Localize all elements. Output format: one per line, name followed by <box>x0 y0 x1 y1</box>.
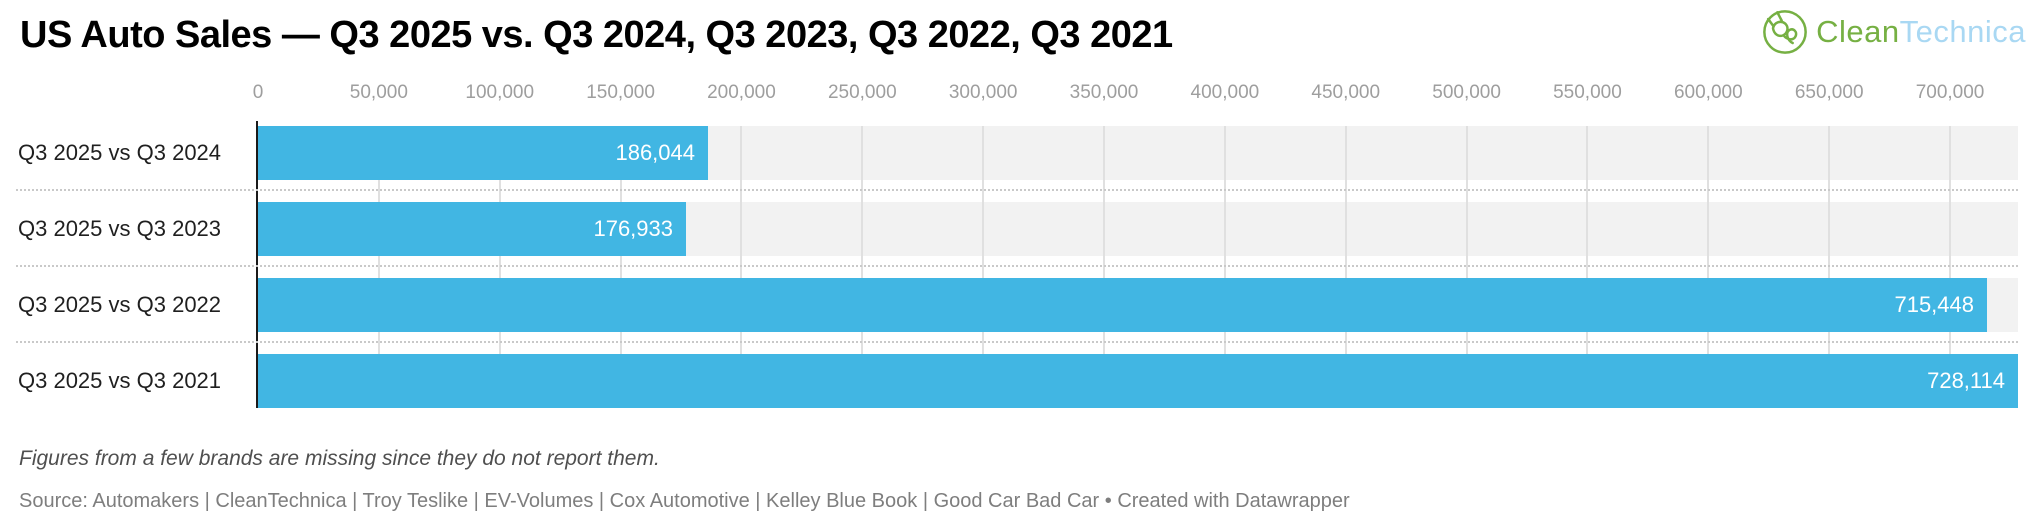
x-axis-tick-label: 150,000 <box>586 82 655 103</box>
x-gridline <box>1707 126 1710 408</box>
x-gridline <box>377 126 380 408</box>
bar-value-label: 186,044 <box>615 140 695 165</box>
row-separator <box>16 341 2018 343</box>
bar-value-label: 176,933 <box>593 216 673 241</box>
row-separator <box>16 265 2018 267</box>
x-axis-tick-label: 100,000 <box>465 82 535 103</box>
x-axis-tick-label: 300,000 <box>948 82 1018 103</box>
x-gridline <box>619 126 622 408</box>
row-category-label: Q3 2025 vs Q3 2022 <box>18 292 222 317</box>
x-axis-tick-label: 0 <box>252 82 264 103</box>
x-axis-tick-label: 500,000 <box>1432 82 1501 103</box>
x-gridline <box>1223 126 1226 408</box>
chart-title: US Auto Sales — Q3 2025 vs. Q3 2024, Q3 … <box>20 14 1173 56</box>
row-category-label: Q3 2025 vs Q3 2023 <box>18 216 222 241</box>
logo-text-technica: Technica <box>1899 14 2026 49</box>
x-gridline <box>1586 126 1589 408</box>
cleantechnica-leaf-plug-icon <box>1763 10 1808 54</box>
cleantechnica-logo: CleanTechnica <box>1761 8 2026 56</box>
x-axis-tick-label: 600,000 <box>1673 82 1743 103</box>
bar: 176,933 <box>258 202 686 256</box>
x-gridline <box>740 126 743 408</box>
bar: 715,448 <box>258 278 1987 332</box>
x-gridline <box>1103 126 1106 408</box>
logo-text-clean: Clean <box>1816 14 1900 49</box>
x-gridline <box>498 126 501 408</box>
chart-note: Figures from a few brands are missing si… <box>19 447 660 470</box>
x-axis-tick-label: 200,000 <box>707 82 776 103</box>
x-axis-tick-label: 400,000 <box>1190 82 1260 103</box>
x-axis-zero-line <box>256 121 258 408</box>
x-gridline <box>1949 126 1952 408</box>
row-separator <box>16 189 2018 191</box>
x-axis-tick-label: 650,000 <box>1794 82 1864 103</box>
x-gridline <box>1465 126 1468 408</box>
x-axis-tick-label: 250,000 <box>827 82 897 103</box>
logo-text: CleanTechnica <box>1816 14 2026 50</box>
bar-value-label: 715,448 <box>1894 292 1974 317</box>
x-axis-tick-label: 50,000 <box>349 82 408 103</box>
x-axis-tick-label: 550,000 <box>1553 82 1622 103</box>
row-category-label: Q3 2025 vs Q3 2024 <box>18 140 222 165</box>
x-gridline <box>1828 126 1831 408</box>
chart-source: Source: Automakers | CleanTechnica | Tro… <box>19 490 1350 512</box>
x-axis-tick-label: 450,000 <box>1311 82 1381 103</box>
x-gridline <box>861 126 864 408</box>
bar-value-label: 728,114 <box>1927 368 2005 393</box>
x-axis-tick-label: 700,000 <box>1915 82 1985 103</box>
x-gridline <box>982 126 985 408</box>
x-gridline <box>1344 126 1347 408</box>
row-category-label: Q3 2025 vs Q3 2021 <box>18 368 222 393</box>
bar: 186,044 <box>258 126 708 180</box>
x-axis-tick-label: 350,000 <box>1069 82 1139 103</box>
bar: 728,114 <box>258 354 2018 408</box>
